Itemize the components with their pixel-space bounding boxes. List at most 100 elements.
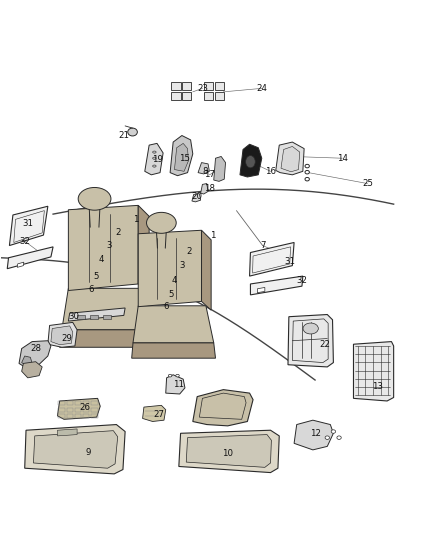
Bar bbox=[90, 314, 98, 319]
Polygon shape bbox=[258, 287, 265, 293]
Polygon shape bbox=[170, 135, 193, 176]
Text: 14: 14 bbox=[337, 154, 348, 163]
Text: 11: 11 bbox=[173, 380, 184, 389]
Text: 19: 19 bbox=[152, 155, 162, 164]
Bar bbox=[77, 314, 85, 319]
Ellipse shape bbox=[331, 430, 336, 433]
Polygon shape bbox=[68, 205, 138, 290]
Polygon shape bbox=[186, 434, 272, 467]
Polygon shape bbox=[138, 230, 201, 306]
Bar bbox=[182, 82, 191, 90]
Text: 23: 23 bbox=[197, 84, 208, 93]
Ellipse shape bbox=[337, 436, 341, 439]
Bar bbox=[75, 401, 81, 405]
Text: 25: 25 bbox=[362, 179, 373, 188]
Text: 6: 6 bbox=[89, 285, 94, 294]
Ellipse shape bbox=[305, 171, 309, 174]
Text: 31: 31 bbox=[284, 257, 295, 266]
Bar bbox=[215, 92, 224, 100]
Polygon shape bbox=[143, 405, 166, 422]
Bar bbox=[182, 92, 191, 100]
Text: 16: 16 bbox=[265, 167, 276, 176]
Bar bbox=[91, 408, 98, 412]
Bar bbox=[91, 414, 98, 418]
Text: 31: 31 bbox=[22, 219, 33, 228]
Bar bbox=[83, 401, 89, 405]
Polygon shape bbox=[174, 143, 188, 171]
Ellipse shape bbox=[78, 188, 111, 210]
Text: 15: 15 bbox=[179, 154, 190, 163]
Polygon shape bbox=[10, 206, 48, 246]
Text: 3: 3 bbox=[106, 241, 112, 250]
Ellipse shape bbox=[303, 323, 318, 334]
Ellipse shape bbox=[168, 374, 172, 377]
Ellipse shape bbox=[246, 156, 255, 168]
Ellipse shape bbox=[325, 436, 329, 439]
Bar bbox=[204, 92, 213, 100]
Ellipse shape bbox=[152, 165, 156, 167]
Polygon shape bbox=[60, 330, 155, 348]
Polygon shape bbox=[193, 390, 253, 426]
Polygon shape bbox=[17, 262, 24, 268]
Bar bbox=[58, 408, 65, 412]
Text: 24: 24 bbox=[256, 84, 267, 93]
Text: 21: 21 bbox=[118, 131, 129, 140]
Polygon shape bbox=[145, 143, 163, 175]
Ellipse shape bbox=[305, 164, 309, 168]
Polygon shape bbox=[68, 308, 125, 321]
Bar bbox=[58, 414, 65, 418]
Polygon shape bbox=[192, 193, 201, 202]
Polygon shape bbox=[21, 356, 32, 366]
Polygon shape bbox=[288, 314, 333, 367]
Text: 18: 18 bbox=[204, 184, 215, 193]
Text: 10: 10 bbox=[222, 449, 233, 458]
Polygon shape bbox=[198, 163, 209, 174]
Text: 12: 12 bbox=[310, 429, 321, 438]
Text: 2: 2 bbox=[187, 247, 192, 256]
Text: 20: 20 bbox=[192, 192, 203, 201]
Polygon shape bbox=[214, 157, 226, 181]
Bar bbox=[171, 92, 180, 100]
Polygon shape bbox=[33, 431, 118, 468]
Text: 22: 22 bbox=[319, 340, 330, 349]
Polygon shape bbox=[240, 144, 262, 177]
Ellipse shape bbox=[147, 212, 176, 233]
Bar bbox=[91, 401, 98, 405]
Polygon shape bbox=[179, 430, 279, 473]
Polygon shape bbox=[57, 398, 100, 419]
Text: 3: 3 bbox=[179, 261, 185, 270]
Polygon shape bbox=[21, 362, 42, 378]
Text: 8: 8 bbox=[202, 167, 208, 176]
Polygon shape bbox=[62, 288, 153, 330]
Text: 2: 2 bbox=[115, 228, 120, 237]
Bar bbox=[171, 82, 180, 90]
Ellipse shape bbox=[176, 374, 179, 377]
Text: 4: 4 bbox=[99, 255, 104, 264]
Polygon shape bbox=[201, 230, 211, 310]
Polygon shape bbox=[294, 420, 333, 450]
Polygon shape bbox=[276, 142, 304, 175]
Text: 27: 27 bbox=[153, 409, 164, 418]
Bar bbox=[58, 401, 65, 405]
Text: 26: 26 bbox=[79, 402, 90, 411]
Text: 4: 4 bbox=[172, 276, 177, 285]
Polygon shape bbox=[201, 183, 208, 194]
Polygon shape bbox=[133, 306, 214, 343]
Text: 9: 9 bbox=[85, 448, 91, 457]
Polygon shape bbox=[57, 429, 77, 436]
Ellipse shape bbox=[305, 177, 309, 181]
Polygon shape bbox=[250, 243, 294, 276]
Polygon shape bbox=[281, 147, 300, 172]
Text: 1: 1 bbox=[133, 215, 139, 224]
Polygon shape bbox=[132, 343, 215, 358]
Bar bbox=[75, 408, 81, 412]
Ellipse shape bbox=[152, 151, 156, 153]
Text: 29: 29 bbox=[62, 334, 73, 343]
Polygon shape bbox=[251, 276, 303, 295]
Ellipse shape bbox=[128, 128, 138, 136]
Text: 17: 17 bbox=[204, 171, 215, 179]
Bar bbox=[204, 82, 213, 90]
Text: 5: 5 bbox=[168, 290, 174, 300]
Bar bbox=[67, 401, 73, 405]
Text: 5: 5 bbox=[93, 272, 99, 280]
